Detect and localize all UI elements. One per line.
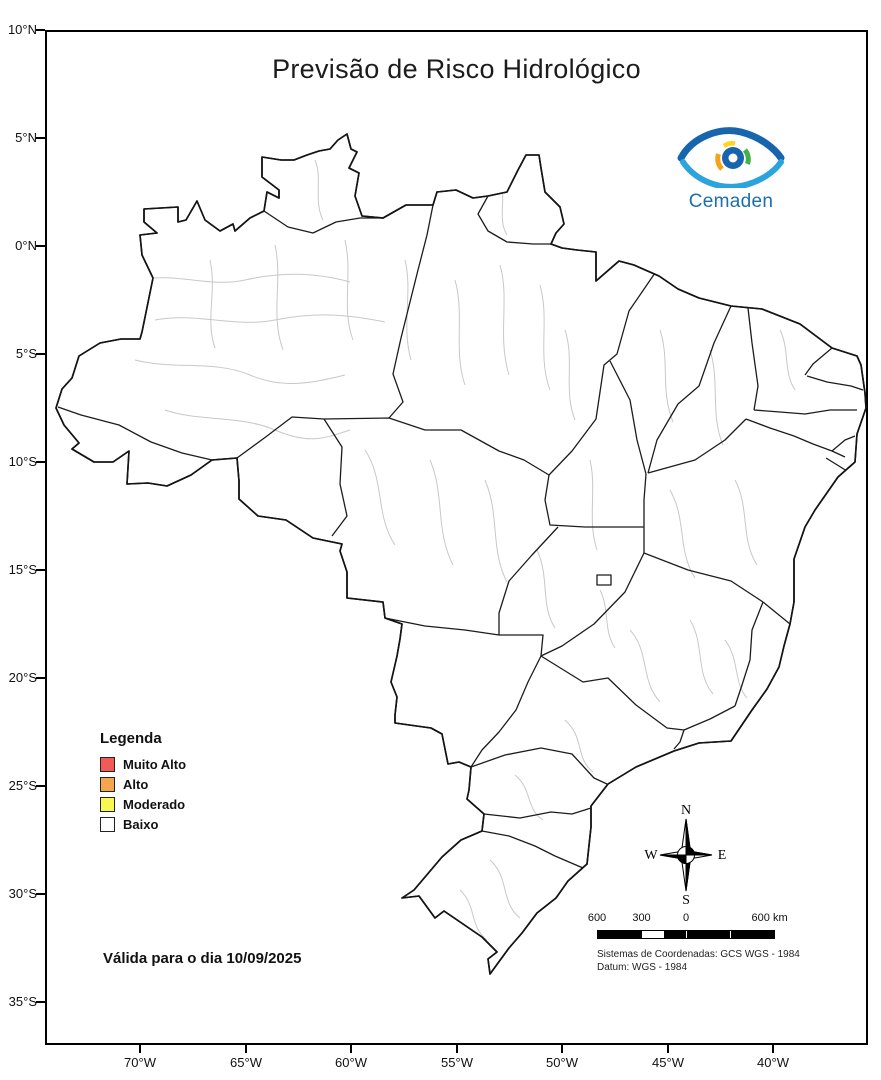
cemaden-wordmark: Cemaden <box>688 191 774 212</box>
scale-bar-graphic <box>597 930 775 939</box>
compass-south-label: S <box>682 893 690 906</box>
scale-bar: 600 300 0 600 km <box>588 912 788 939</box>
scale-label: 600 <box>587 912 607 924</box>
legend-item: Moderado <box>100 797 186 812</box>
lat-tick <box>36 1001 45 1003</box>
lon-axis-label: 70°W <box>124 1055 156 1070</box>
scale-label: 300 <box>632 912 651 924</box>
lat-tick <box>36 29 45 31</box>
legend-label: Baixo <box>123 817 159 832</box>
lat-axis-label: 10°S <box>8 454 37 469</box>
lon-tick <box>561 1045 563 1053</box>
legend-title: Legenda <box>100 730 162 747</box>
lon-tick <box>456 1045 458 1053</box>
lat-axis-label: 20°S <box>8 670 37 685</box>
state-borders <box>57 195 864 869</box>
legend-label: Muito Alto <box>123 757 187 772</box>
scale-label: 600 km <box>751 912 788 924</box>
legend-swatch-baixo <box>100 817 115 832</box>
legend-swatch-muito-alto <box>100 757 115 772</box>
legend-swatch-alto <box>100 777 115 792</box>
lon-tick <box>772 1045 774 1053</box>
lon-tick <box>139 1045 141 1053</box>
legend-item: Baixo <box>100 817 186 832</box>
municipal-borders <box>134 159 796 941</box>
lat-axis-label: 30°S <box>8 886 37 901</box>
datum-note: Datum: WGS - 1984 <box>597 962 688 973</box>
legend-item: Alto <box>100 777 186 792</box>
lat-axis-label: 10°N <box>7 22 37 37</box>
lon-axis-label: 55°W <box>441 1055 473 1070</box>
legend-label: Moderado <box>123 797 186 812</box>
scale-label: 0 <box>682 912 690 924</box>
lon-tick <box>245 1045 247 1053</box>
legend-label: Alto <box>123 777 149 792</box>
coordinate-system-note: Sistemas de Coordenadas: GCS WGS - 1984 <box>597 949 800 960</box>
legend: Legenda Muito Alto Alto Moderado Baixo <box>100 730 186 837</box>
lat-axis-label: 25°S <box>8 778 37 793</box>
lon-axis-label: 45°W <box>652 1055 684 1070</box>
map-frame <box>45 30 868 1045</box>
lat-tick <box>36 461 45 463</box>
brazil-map <box>55 133 867 975</box>
compass-rose: N S W E <box>644 802 728 911</box>
compass-east-label: E <box>718 848 727 863</box>
scale-bar-labels: 600 300 0 600 km <box>588 912 788 927</box>
lon-axis-label: 60°W <box>335 1055 367 1070</box>
compass-west-label: W <box>644 848 658 863</box>
brazil-outline <box>55 133 867 975</box>
page-title: Previsão de Risco Hidrológico <box>272 54 641 84</box>
lon-axis-label: 40°W <box>757 1055 789 1070</box>
lat-tick <box>36 137 45 139</box>
lat-axis-label: 5°S <box>15 346 37 361</box>
lat-axis-label: 0°N <box>15 238 37 253</box>
lat-axis-label: 5°N <box>15 130 37 145</box>
map-credits: Sistemas de Coordenadas: GCS WGS - 1984 … <box>597 948 800 974</box>
compass-star-icon <box>659 818 713 892</box>
lon-tick <box>350 1045 352 1053</box>
lat-tick <box>36 785 45 787</box>
lat-axis-label: 35°S <box>8 994 37 1009</box>
lon-axis-label: 50°W <box>546 1055 578 1070</box>
lat-tick <box>36 353 45 355</box>
cemaden-eye-icon <box>677 127 785 190</box>
cemaden-logo: Cemaden <box>670 124 792 213</box>
lat-tick <box>36 245 45 247</box>
lat-tick <box>36 893 45 895</box>
compass-north-label: N <box>681 803 691 818</box>
lon-axis-label: 65°W <box>230 1055 262 1070</box>
lat-tick <box>36 569 45 571</box>
legend-item: Muito Alto <box>100 757 186 772</box>
lat-axis-label: 15°S <box>8 562 37 577</box>
legend-swatch-moderado <box>100 797 115 812</box>
brazil-outline-overstroke <box>55 133 867 975</box>
lon-tick <box>667 1045 669 1053</box>
lat-tick <box>36 677 45 679</box>
validity-note: Válida para o dia 10/09/2025 <box>103 950 302 967</box>
